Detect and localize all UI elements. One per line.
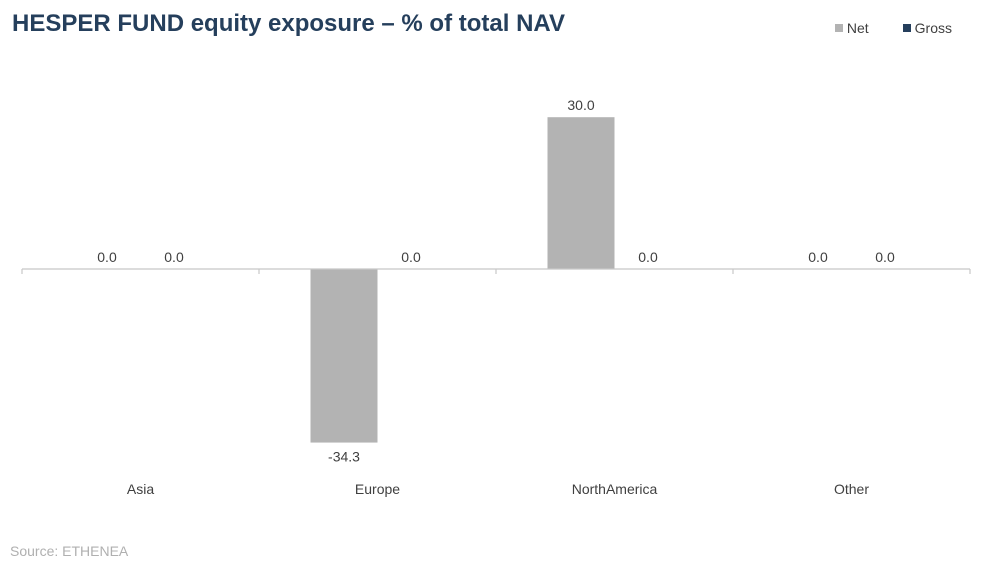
legend-label-net: Net	[846, 20, 869, 36]
data-label-net-northamerica: 30.0	[567, 97, 594, 113]
chart-legend: Net Gross	[834, 20, 952, 36]
legend-swatch-net	[834, 24, 843, 32]
data-label-gross-northamerica: 0.0	[638, 249, 658, 265]
data-label-gross-asia: 0.0	[164, 249, 184, 265]
category-label-europe: Europe	[355, 481, 400, 497]
legend-item-gross: Gross	[902, 20, 952, 36]
bar-net-europe	[310, 269, 378, 443]
bar-net-northamerica	[547, 117, 615, 269]
category-label-asia: Asia	[127, 481, 154, 497]
category-label-other: Other	[834, 481, 869, 497]
data-label-gross-europe: 0.0	[401, 249, 421, 265]
legend-swatch-gross	[902, 24, 911, 32]
data-label-gross-other: 0.0	[875, 249, 895, 265]
legend-label-gross: Gross	[914, 20, 952, 36]
data-label-net-europe: -34.3	[328, 449, 360, 465]
category-label-northamerica: NorthAmerica	[572, 481, 658, 497]
chart-title: HESPER FUND equity exposure – % of total…	[12, 10, 565, 37]
data-label-net-other: 0.0	[808, 249, 828, 265]
source-note: Source: ETHENEA	[10, 543, 129, 559]
data-label-net-asia: 0.0	[97, 249, 117, 265]
legend-item-net: Net	[834, 20, 869, 36]
